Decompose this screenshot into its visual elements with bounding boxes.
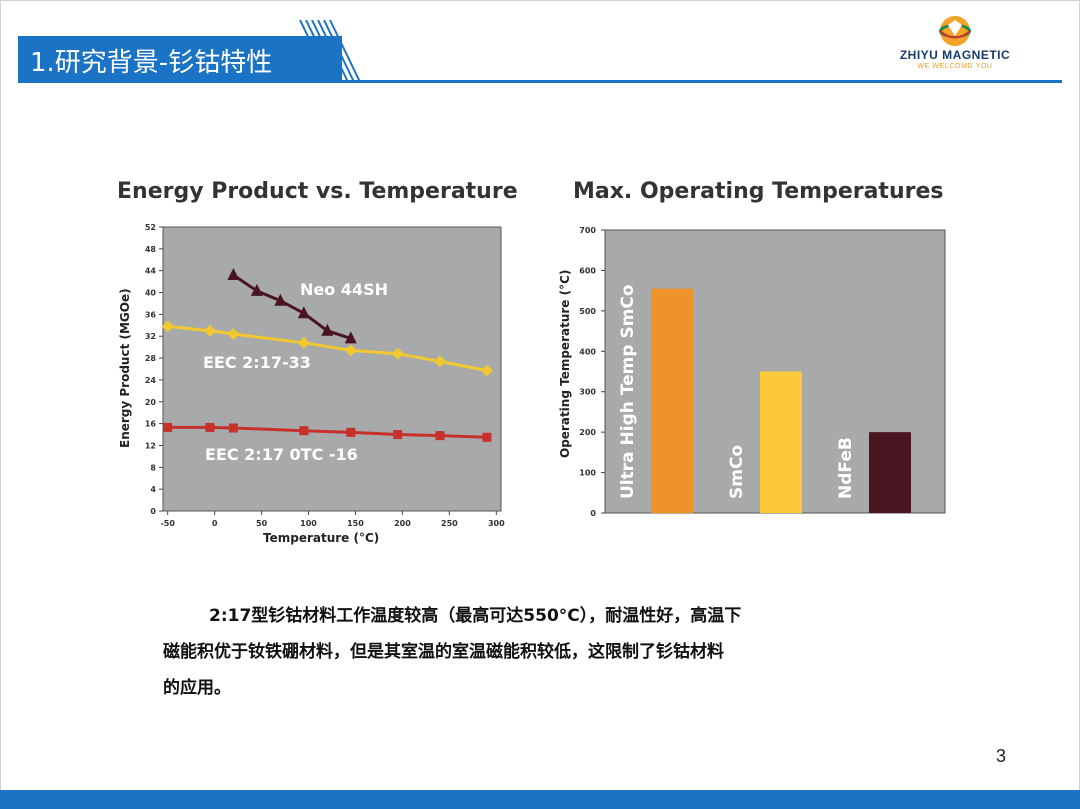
max-operating-temperature-chart: Max. Operating Temperatures 0 100 200 300 40… xyxy=(558,179,946,518)
chart1-ytick-label: 8 xyxy=(150,463,156,472)
chart1-ytick-label: 44 xyxy=(145,267,157,276)
chart1-point xyxy=(161,320,174,333)
chart1-ytick-label: 52 xyxy=(145,223,156,232)
chart1-xtick-label: 300 xyxy=(488,519,505,528)
chart2-ytick-label: 300 xyxy=(579,388,596,397)
chart2-bar xyxy=(651,288,693,513)
chart2-ytick-label: 600 xyxy=(579,266,596,275)
chart1-ylabel: Energy Product (MGOe) xyxy=(118,288,132,448)
chart1-point xyxy=(274,293,287,306)
energy-product-chart: Energy Product vs. Temperature 048121620… xyxy=(117,179,518,545)
chart1-ytick-label: 36 xyxy=(145,310,157,319)
chart1-ytick-label: 12 xyxy=(145,441,156,450)
chart2-ytick-label: 0 xyxy=(590,509,596,518)
logo-tagline: WE WELCOMD YOU xyxy=(917,63,993,70)
body-paragraph: 2:17型钐钴材料工作温度较高（最高可达550°C），耐温性好，高温下 磁能积优… xyxy=(163,598,883,706)
chart1-point xyxy=(203,324,216,337)
chart1-xtick-label: 50 xyxy=(256,519,268,528)
chart1-point xyxy=(297,306,310,319)
globe-logo-icon xyxy=(939,16,971,46)
chart1-series-label: Neo 44SH xyxy=(300,280,388,299)
chart1-point xyxy=(346,427,356,437)
chart2-ytick-label: 500 xyxy=(579,307,596,316)
chart1-ytick-label: 20 xyxy=(145,398,157,407)
chart1-ytick-label: 0 xyxy=(150,507,156,516)
chart1-ytick-label: 28 xyxy=(145,354,157,363)
chart2-ytick-label: 100 xyxy=(579,469,596,478)
chart2-bar xyxy=(869,432,911,513)
chart1-series-label: EEC 2:17 0TC -16 xyxy=(205,445,358,464)
chart1-ytick-label: 32 xyxy=(145,332,156,341)
chart1-point xyxy=(205,422,215,432)
chart1-point xyxy=(435,431,445,441)
chart1-point xyxy=(482,432,492,442)
chart1-title: Energy Product vs. Temperature xyxy=(117,179,518,204)
chart1-point xyxy=(163,422,173,432)
chart2-ytick-label: 400 xyxy=(579,347,596,356)
body-line-1: 2:17型钐钴材料工作温度较高（最高可达550°C），耐温性好，高温下 xyxy=(209,606,742,626)
chart1-point xyxy=(228,423,238,433)
chart2-title: Max. Operating Temperatures xyxy=(573,179,943,204)
chart1-xtick-label: 0 xyxy=(212,519,218,528)
chart1-point xyxy=(433,355,446,368)
chart1-point xyxy=(299,426,309,436)
chart2-ytick-label: 700 xyxy=(579,226,596,235)
chart1-point xyxy=(297,336,310,349)
chart1-point xyxy=(227,268,240,281)
title-stripes-decoration xyxy=(299,20,361,82)
body-line-2: 磁能积优于钕铁硼材料，但是其室温的室温磁能积较低，这限制了钐钴材料 xyxy=(163,642,724,662)
chart1-xtick-label: -50 xyxy=(160,519,175,528)
body-line-3: 的应用。 xyxy=(163,678,231,698)
chart2-bar xyxy=(760,371,802,513)
chart2-ytick-label: 200 xyxy=(579,428,596,437)
chart1-point xyxy=(321,323,334,336)
chart1-ytick-label: 40 xyxy=(145,289,157,298)
chart1-series-label: EEC 2:17-33 xyxy=(203,353,311,372)
chart1-ytick-label: 4 xyxy=(150,485,156,494)
header-divider xyxy=(18,80,1062,83)
slide-title: 1.研究背景-钐钴特性 xyxy=(30,48,273,78)
title-bar xyxy=(18,36,342,82)
chart1-xlabel: Temperature (°C) xyxy=(263,531,379,545)
chart1-xtick-label: 100 xyxy=(300,519,317,528)
chart1-xtick-label: 250 xyxy=(441,519,458,528)
chart2-category-label: SmCo xyxy=(727,445,747,499)
logo-name: ZHIYU MAGNETIC xyxy=(899,48,1011,62)
chart2-category-label: NdFeB xyxy=(836,437,856,499)
chart1-plot-area xyxy=(162,226,502,512)
chart1-ytick-label: 16 xyxy=(145,420,157,429)
company-logo: ZHIYU MAGNETIC WE WELCOMD YOU xyxy=(880,14,1030,76)
chart1-point xyxy=(391,347,404,360)
charts-area: Energy Product vs. Temperature 048121620… xyxy=(117,179,946,545)
chart1-point xyxy=(250,283,263,296)
chart2-category-label: Ultra High Temp SmCo xyxy=(618,284,638,499)
chart1-xtick-label: 150 xyxy=(347,519,364,528)
chart1-point xyxy=(344,344,357,357)
page-number: 3 xyxy=(996,746,1007,766)
chart1-point xyxy=(344,331,357,344)
chart1-point xyxy=(393,430,403,440)
chart1-ytick-label: 48 xyxy=(145,245,157,254)
chart1-xtick-label: 200 xyxy=(394,519,411,528)
chart1-point xyxy=(480,364,493,377)
chart2-ylabel: Operating Temperature (°C) xyxy=(558,270,572,458)
chart1-ytick-label: 24 xyxy=(145,376,157,385)
chart1-point xyxy=(227,328,240,341)
footer-bar xyxy=(0,790,1080,809)
